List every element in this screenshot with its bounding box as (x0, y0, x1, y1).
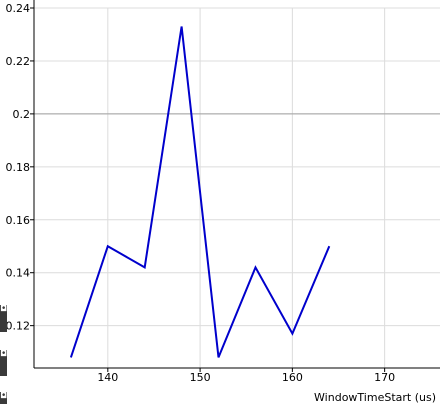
x-tick-label: 150 (190, 371, 211, 384)
x-tick-label: 140 (97, 371, 118, 384)
y-tick-label: 0.22 (6, 55, 31, 68)
y-tick-label: 0.2 (13, 108, 31, 121)
y-tick-label: 0.14 (6, 267, 31, 280)
dark-square-icon: ◘ (0, 305, 7, 332)
dark-square-icon: ◘ (0, 350, 7, 376)
axes (30, 0, 440, 372)
x-tick-label: 160 (282, 371, 303, 384)
grid-lines (34, 7, 440, 368)
series-line (69, 26, 331, 358)
series-layer (69, 26, 331, 358)
dark-square-icon: ◘ (0, 392, 7, 404)
x-tick-label: 170 (374, 371, 395, 384)
x-axis-label: WindowTimeStart (us) (314, 391, 436, 404)
tick-labels: 0.12 0.14 0.16 0.18 0.2 0.22 0.24 140 150 160 170 (6, 2, 396, 384)
y-tick-label: 0.24 (6, 2, 31, 15)
y-tick-label: 0.16 (6, 214, 31, 227)
y-tick-label: 0.12 (6, 320, 31, 333)
y-tick-label: 0.18 (6, 161, 31, 174)
